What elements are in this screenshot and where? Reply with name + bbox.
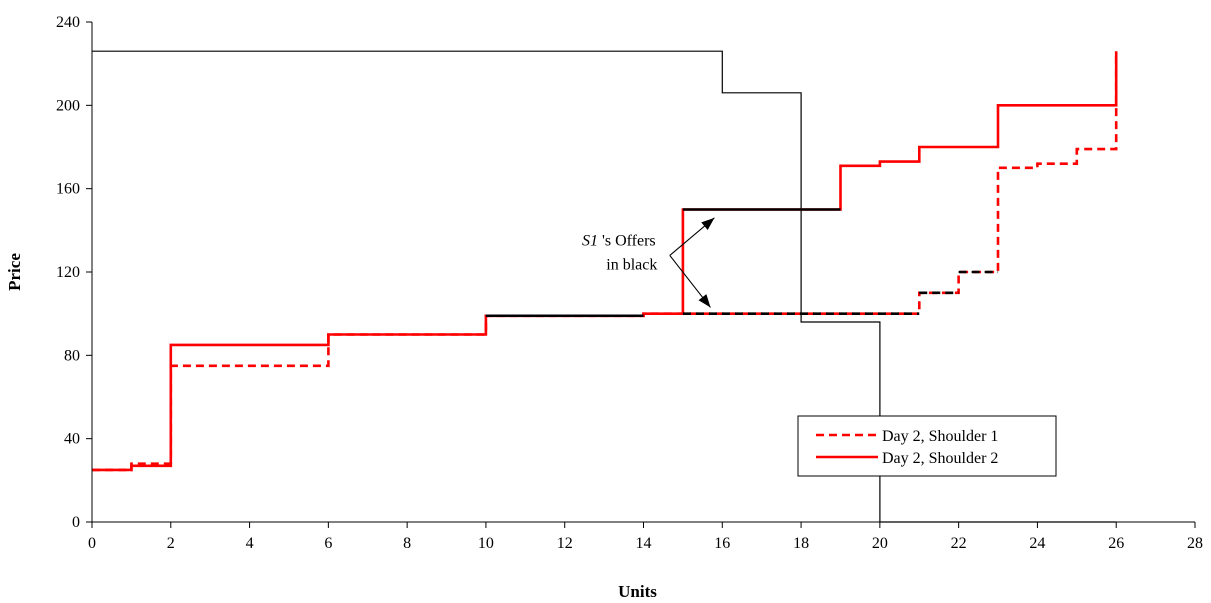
legend-label-shoulder-1: Day 2, Shoulder 1: [882, 428, 998, 445]
x-tick-label: 8: [403, 535, 411, 552]
y-tick-label: 240: [56, 14, 80, 31]
x-tick-label: 14: [636, 535, 652, 552]
s1-offers-annotation: S1 's Offers in black: [582, 217, 715, 308]
y-axis-title: Price: [5, 253, 24, 291]
y-tick-label: 200: [56, 97, 80, 114]
y-tick-label: 40: [64, 431, 80, 448]
annotation-arrows: [669, 217, 715, 308]
y-tick-label: 0: [72, 514, 80, 531]
x-tick-label: 12: [557, 535, 573, 552]
curve-layer: [92, 50, 1118, 523]
y-tick-label: 120: [56, 264, 80, 281]
y-tick-label: 160: [56, 181, 80, 198]
y-tick-label: 80: [64, 347, 80, 364]
y-ticks: 0 40 80 120 160 200 240: [56, 14, 92, 531]
demand-curve: [92, 50, 1117, 523]
x-tick-label: 22: [951, 535, 967, 552]
annotation-line-2: in black: [606, 256, 657, 273]
x-tick-label: 6: [324, 535, 332, 552]
x-ticks: 0 2 4 6 8 10 12 14 16 18 20 22 24 26 28: [88, 522, 1203, 552]
annotation-arrow-head: [701, 217, 715, 231]
x-tick-label: 20: [872, 535, 888, 552]
legend-box: [797, 415, 1057, 477]
annotation-rest-part: 's Offers: [598, 232, 656, 249]
series-line-1: [92, 51, 1118, 472]
x-tick-label: 24: [1029, 535, 1045, 552]
axes-layer: 0 2 4 6 8 10 12 14 16 18 20 22 24 26 28 04080120160200…: [56, 14, 1203, 552]
series-line-2: [92, 51, 1118, 472]
x-tick-label: 4: [246, 535, 254, 552]
annotation-line-1: S1 's Offers: [582, 232, 656, 249]
x-tick-label: 18: [793, 535, 809, 552]
x-tick-label: 10: [478, 535, 494, 552]
x-axis-title: Units: [618, 582, 657, 601]
x-tick-label: 0: [88, 535, 96, 552]
x-tick-label: 2: [167, 535, 175, 552]
x-tick-label: 26: [1108, 535, 1124, 552]
annotation-arrow-head: [698, 294, 711, 308]
annotation-italic-part: S1: [582, 232, 598, 249]
x-tick-label: 16: [714, 535, 730, 552]
x-tick-label: 28: [1187, 535, 1203, 552]
legend: Day 2, Shoulder 1 Day 2, Shoulder 2: [797, 415, 1057, 477]
legend-label-shoulder-2: Day 2, Shoulder 2: [882, 450, 998, 467]
